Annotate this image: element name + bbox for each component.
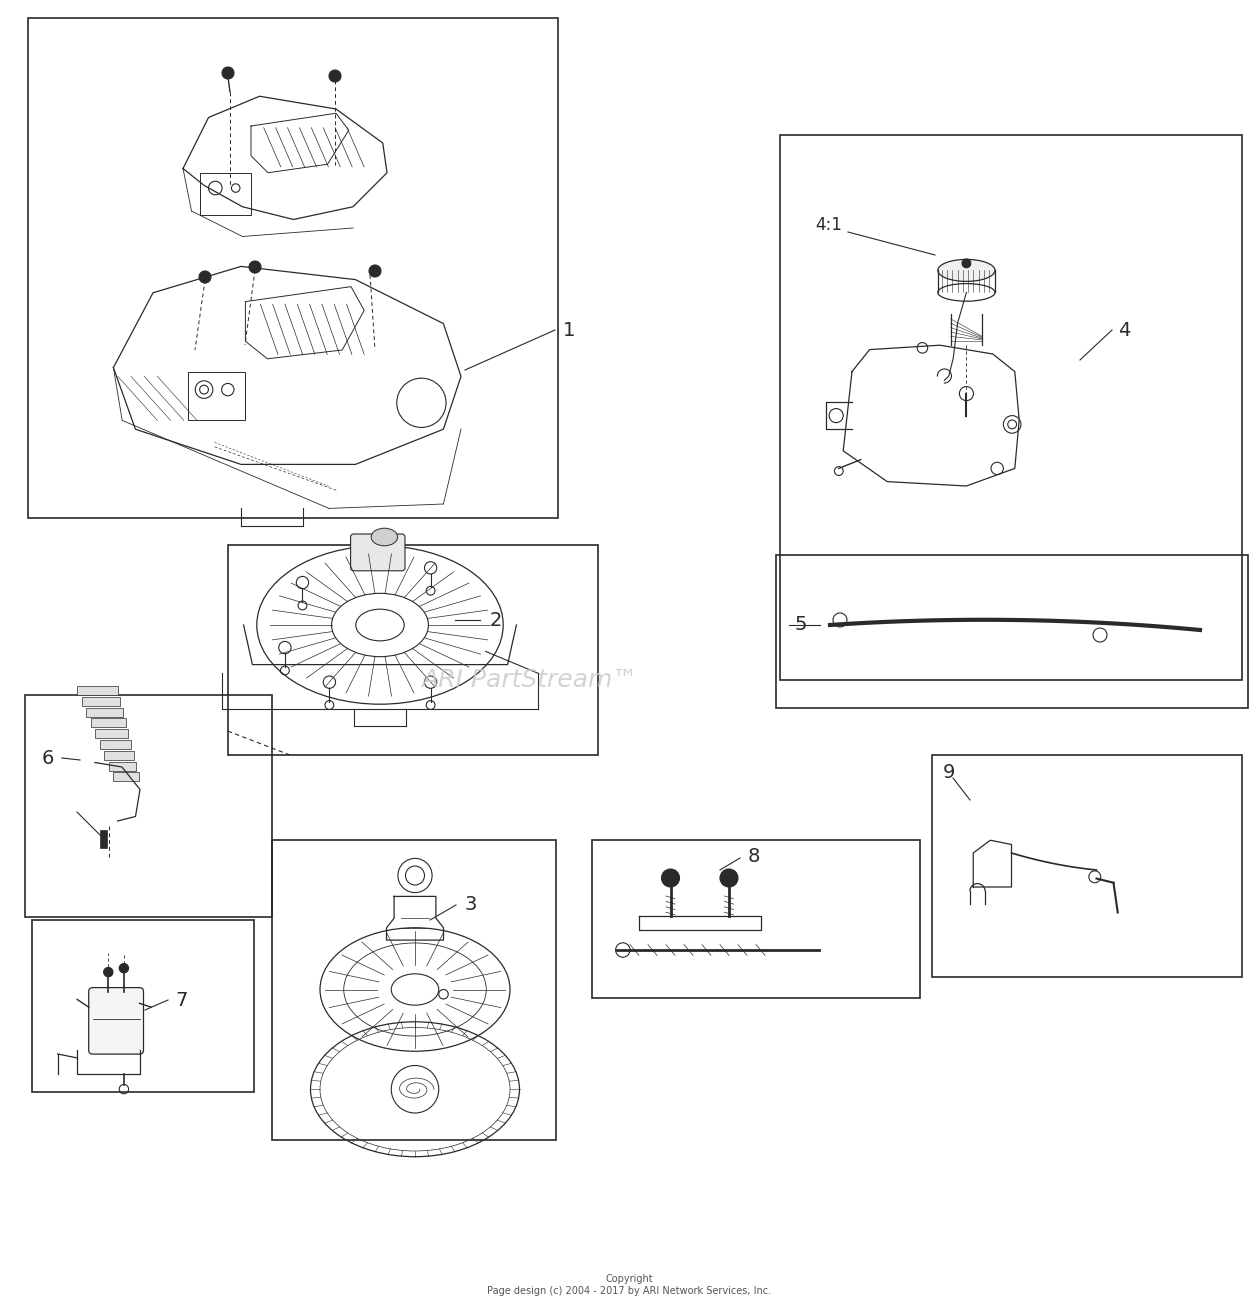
FancyBboxPatch shape	[351, 534, 405, 571]
Bar	[99, 740, 131, 749]
Circle shape	[221, 67, 234, 79]
Bar	[77, 686, 117, 695]
Text: 6: 6	[42, 749, 54, 768]
Text: 3: 3	[464, 896, 477, 914]
Circle shape	[249, 261, 260, 273]
Text: 8: 8	[749, 846, 760, 866]
Bar	[776, 555, 1248, 708]
Bar	[200, 173, 252, 215]
Bar	[31, 920, 254, 1092]
Bar	[113, 773, 140, 782]
Bar	[189, 373, 245, 420]
Bar	[104, 750, 133, 760]
Ellipse shape	[937, 260, 995, 281]
Circle shape	[103, 967, 113, 976]
Text: 1: 1	[564, 320, 575, 340]
Text: 2: 2	[491, 610, 502, 630]
Circle shape	[720, 869, 738, 887]
Text: 4:1: 4:1	[815, 216, 842, 234]
Bar	[780, 135, 1242, 680]
Text: ARI PartStream™: ARI PartStream™	[421, 668, 638, 691]
Text: Copyright
Page design (c) 2004 - 2017 by ARI Network Services, Inc.: Copyright Page design (c) 2004 - 2017 by…	[487, 1274, 771, 1296]
Circle shape	[369, 265, 381, 277]
Text: 5: 5	[795, 615, 808, 635]
Bar	[96, 729, 128, 739]
Bar	[91, 719, 126, 727]
Bar	[593, 840, 920, 998]
Circle shape	[962, 258, 971, 268]
Bar	[82, 697, 121, 706]
Text: 7: 7	[175, 991, 187, 1009]
Ellipse shape	[371, 529, 398, 546]
Bar	[228, 544, 598, 754]
Bar	[932, 754, 1242, 977]
Bar	[108, 761, 136, 770]
Circle shape	[199, 272, 211, 283]
Bar	[272, 840, 556, 1140]
FancyBboxPatch shape	[89, 988, 143, 1054]
Circle shape	[120, 963, 128, 974]
Circle shape	[662, 869, 679, 887]
Text: 4: 4	[1118, 320, 1131, 340]
Bar	[25, 695, 272, 917]
Bar	[28, 18, 559, 518]
Bar	[99, 830, 107, 848]
Circle shape	[330, 70, 341, 81]
Bar	[86, 707, 123, 716]
Text: 9: 9	[944, 764, 955, 782]
